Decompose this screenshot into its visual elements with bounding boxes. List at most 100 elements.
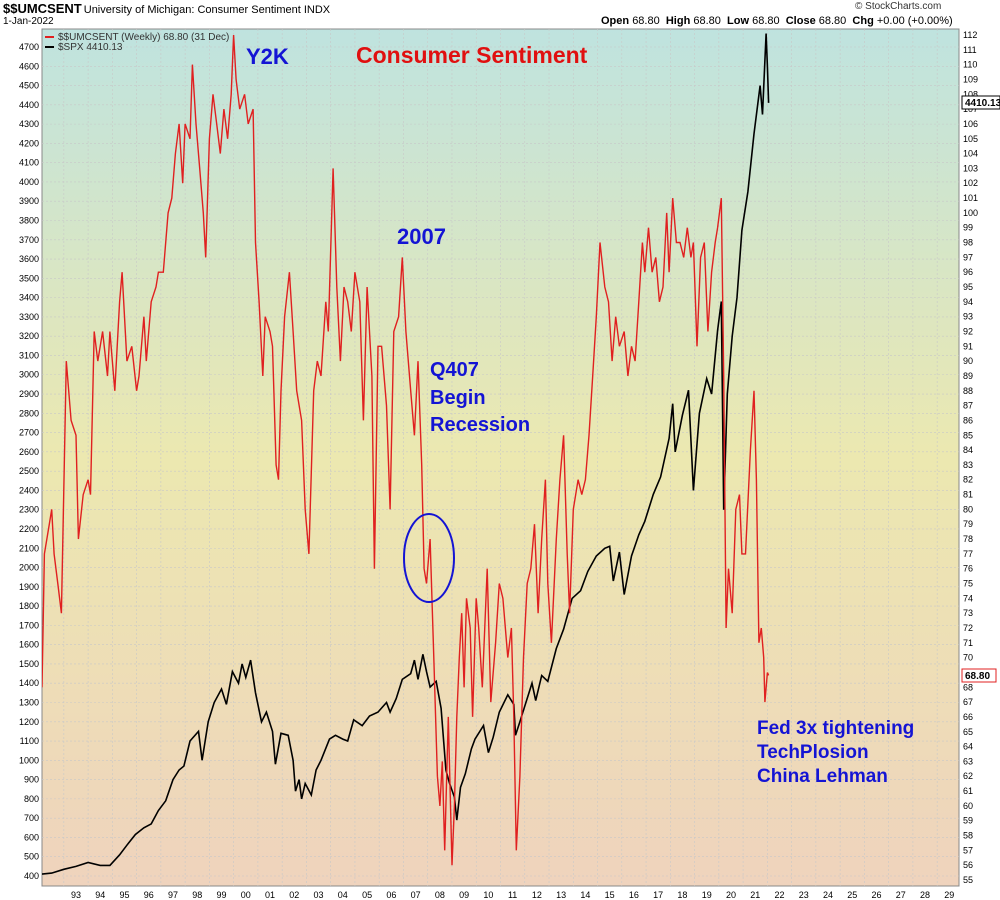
x-tick-label: 06 [386, 890, 396, 900]
svg-text:68.80: 68.80 [965, 671, 990, 682]
right-tick-label: 99 [963, 223, 973, 233]
left-tick-label: 3700 [19, 235, 39, 245]
left-tick-label: 3900 [19, 196, 39, 206]
right-tick-label: 96 [963, 267, 973, 277]
left-tick-label: 4400 [19, 100, 39, 110]
right-tick-label: 82 [963, 475, 973, 485]
y-grid [42, 46, 959, 877]
left-tick-label: 1200 [19, 717, 39, 727]
left-tick-label: 4500 [19, 81, 39, 91]
right-tick-label: 97 [963, 252, 973, 262]
left-tick-label: 3500 [19, 273, 39, 283]
x-tick-label: 14 [580, 890, 590, 900]
right-tick-label: 103 [963, 163, 978, 173]
left-tick-label: 1300 [19, 697, 39, 707]
left-tick-label: 1800 [19, 601, 39, 611]
left-tick-label: 3100 [19, 350, 39, 360]
spx-last-value-tag: 4410.13 [961, 95, 1000, 110]
left-tick-label: 2500 [19, 466, 39, 476]
right-tick-label: 63 [963, 756, 973, 766]
right-tick-label: 85 [963, 430, 973, 440]
x-tick-label: 22 [774, 890, 784, 900]
left-tick-label: 4000 [19, 177, 39, 187]
left-tick-label: 2100 [19, 543, 39, 553]
left-tick-label: 4100 [19, 158, 39, 168]
legend-umcsent: $$UMCSENT (Weekly) 68.80 (31 Dec) [58, 32, 229, 43]
left-tick-label: 1500 [19, 659, 39, 669]
svg-text:TechPlosion: TechPlosion [757, 742, 869, 763]
right-tick-label: 71 [963, 638, 973, 648]
right-tick-label: 76 [963, 564, 973, 574]
left-tick-label: 1100 [20, 736, 39, 746]
umcsent-last-value-tag: 68.80 [961, 668, 997, 683]
left-tick-label: 1600 [19, 640, 39, 650]
svg-text:Recession: Recession [430, 414, 530, 436]
left-tick-label: 1000 [19, 755, 39, 765]
right-tick-label: 80 [963, 504, 973, 514]
y2007-annotation: 2007 [397, 224, 446, 249]
right-tick-label: 81 [963, 490, 973, 500]
x-grid [63, 29, 938, 886]
x-tick-label: 24 [823, 890, 833, 900]
left-tick-label: 4200 [19, 138, 39, 148]
x-tick-label: 94 [95, 890, 105, 900]
left-tick-label: 2900 [19, 389, 39, 399]
right-tick-label: 95 [963, 282, 973, 292]
right-tick-label: 59 [963, 816, 973, 826]
right-tick-label: 55 [963, 875, 973, 885]
right-tick-label: 94 [963, 297, 973, 307]
x-tick-label: 11 [508, 890, 517, 900]
right-tick-label: 56 [963, 860, 973, 870]
right-tick-label: 100 [963, 208, 978, 218]
fed-annotation: Fed 3x tightening TechPlosion China Lehm… [757, 718, 914, 787]
right-tick-label: 112 [963, 30, 977, 40]
right-tick-label: 75 [963, 579, 973, 589]
x-tick-label: 21 [750, 890, 760, 900]
x-tick-label: 12 [532, 890, 542, 900]
right-tick-label: 58 [963, 831, 973, 841]
right-tick-label: 106 [963, 119, 978, 129]
x-tick-label: 03 [314, 890, 324, 900]
right-tick-label: 64 [963, 742, 973, 752]
x-axis-ticks: 93 94 95 96 97 98 99 00 01 02 03 04 05 06 07 08 09 10 11 12… [71, 890, 954, 900]
x-tick-label: 97 [168, 890, 178, 900]
right-tick-label: 101 [963, 193, 978, 203]
left-tick-label: 3300 [19, 312, 39, 322]
chart-symbol: $$UMCSENT University of Michigan: Consume… [3, 1, 331, 16]
left-tick-label: 3600 [19, 254, 39, 264]
left-tick-label: 500 [24, 852, 39, 862]
right-tick-label: 73 [963, 608, 973, 618]
right-tick-label: 74 [963, 593, 973, 603]
left-tick-label: 3400 [19, 293, 39, 303]
x-tick-label: 08 [435, 890, 445, 900]
right-tick-label: 66 [963, 712, 973, 722]
source-watermark: © StockCharts.com [855, 1, 942, 12]
x-tick-label: 99 [217, 890, 227, 900]
x-tick-label: 10 [483, 890, 493, 900]
left-tick-label: 2600 [19, 447, 39, 457]
right-tick-label: 84 [963, 445, 973, 455]
left-tick-label: 2300 [19, 505, 39, 515]
right-tick-label: 102 [963, 178, 978, 188]
right-tick-label: 98 [963, 238, 973, 248]
x-tick-label: 98 [192, 890, 202, 900]
symbol-description: University of Michigan: Consumer Sentime… [83, 4, 331, 16]
left-tick-label: 700 [24, 813, 39, 823]
svg-text:Fed 3x tightening: Fed 3x tightening [757, 718, 914, 739]
left-tick-label: 2800 [19, 408, 39, 418]
left-tick-label: 1400 [19, 678, 39, 688]
x-tick-label: 02 [289, 890, 299, 900]
legend: $$UMCSENT (Weekly) 68.80 (31 Dec) $SPX 4… [45, 32, 229, 53]
left-tick-label: 4300 [19, 119, 39, 129]
left-tick-label: 800 [24, 794, 39, 804]
right-tick-label: 72 [963, 623, 973, 633]
q407-annotation: Q407 Begin Recession [430, 359, 530, 436]
right-tick-label: 61 [963, 786, 973, 796]
x-tick-label: 23 [799, 890, 809, 900]
left-tick-label: 2200 [19, 524, 39, 534]
x-tick-label: 18 [677, 890, 687, 900]
right-tick-label: 86 [963, 415, 973, 425]
left-tick-label: 1900 [19, 582, 39, 592]
x-tick-label: 05 [362, 890, 372, 900]
x-tick-label: 28 [920, 890, 930, 900]
